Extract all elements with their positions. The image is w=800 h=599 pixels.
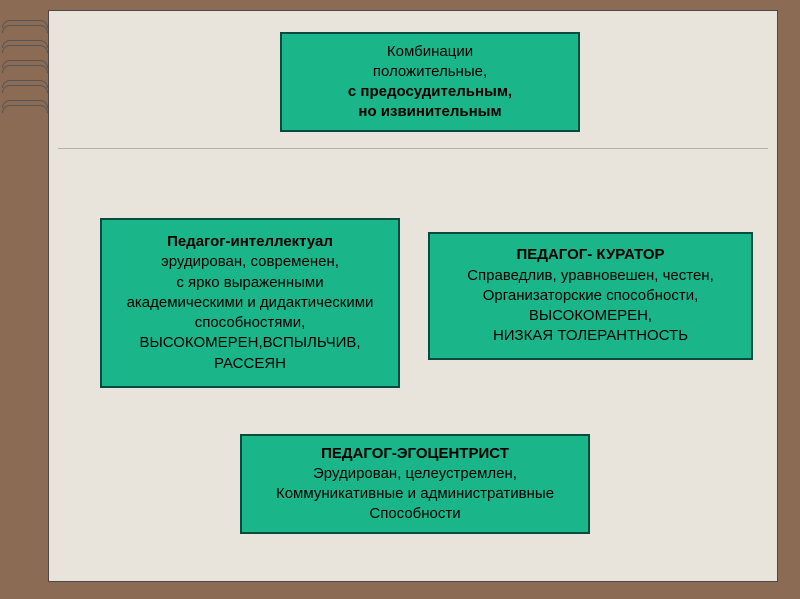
box-line: ПЕДАГОГ- КУРАТОР <box>516 245 664 265</box>
frame: Комбинацииположительные,с предосудительн… <box>0 0 800 599</box>
box-line: Коммуникативные и административные <box>276 484 554 504</box>
box-line: Способности <box>369 504 460 524</box>
box-line: НИЗКАЯ ТОЛЕРАНТНОСТЬ <box>493 326 688 346</box>
binding-ring <box>2 60 48 76</box>
box-intellectual: Педагог-интеллектуалэрудирован, современ… <box>100 218 400 388</box>
box-line: положительные, <box>373 62 487 82</box>
box-line: способностями, <box>195 313 306 333</box>
spiral-binding <box>2 20 48 120</box>
box-line: но извинительным <box>358 102 501 122</box>
box-line: Комбинации <box>387 42 473 62</box>
binding-ring <box>2 20 48 36</box>
binding-ring <box>2 40 48 56</box>
box-line: с ярко выраженными <box>176 273 323 293</box>
box-line: с предосудительным, <box>348 82 512 102</box>
binding-ring <box>2 80 48 96</box>
box-line: ВЫСОКОМЕРЕН,ВСПЫЛЬЧИВ, <box>139 333 360 353</box>
box-line: Справедлив, уравновешен, честен, <box>467 266 714 286</box>
box-line: ПЕДАГОГ-ЭГОЦЕНТРИСТ <box>321 444 509 464</box>
box-egocentrist: ПЕДАГОГ-ЭГОЦЕНТРИСТЭрудирован, целеустре… <box>240 434 590 534</box>
box-line: ВЫСОКОМЕРЕН, <box>529 306 652 326</box>
box-line: академическими и дидактическими <box>127 293 374 313</box>
box-line: Эрудирован, целеустремлен, <box>313 464 517 484</box>
box-curator: ПЕДАГОГ- КУРАТОРСправедлив, уравновешен,… <box>428 232 753 360</box>
box-line: РАССЕЯН <box>214 354 286 374</box>
box-line: Организаторские способности, <box>483 286 699 306</box>
divider-line <box>58 148 768 149</box>
box-combinations: Комбинацииположительные,с предосудительн… <box>280 32 580 132</box>
box-line: эрудирован, современен, <box>161 252 339 272</box>
binding-ring <box>2 100 48 116</box>
box-line: Педагог-интеллектуал <box>167 232 333 252</box>
